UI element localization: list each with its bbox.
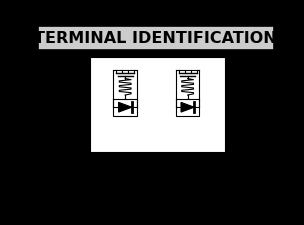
Polygon shape: [181, 103, 194, 112]
Bar: [176, 99, 199, 116]
Bar: [38, 27, 274, 50]
Bar: [113, 99, 137, 116]
Polygon shape: [119, 103, 132, 112]
Bar: [90, 58, 225, 153]
Text: TERMINAL IDENTIFICATION: TERMINAL IDENTIFICATION: [34, 31, 277, 46]
